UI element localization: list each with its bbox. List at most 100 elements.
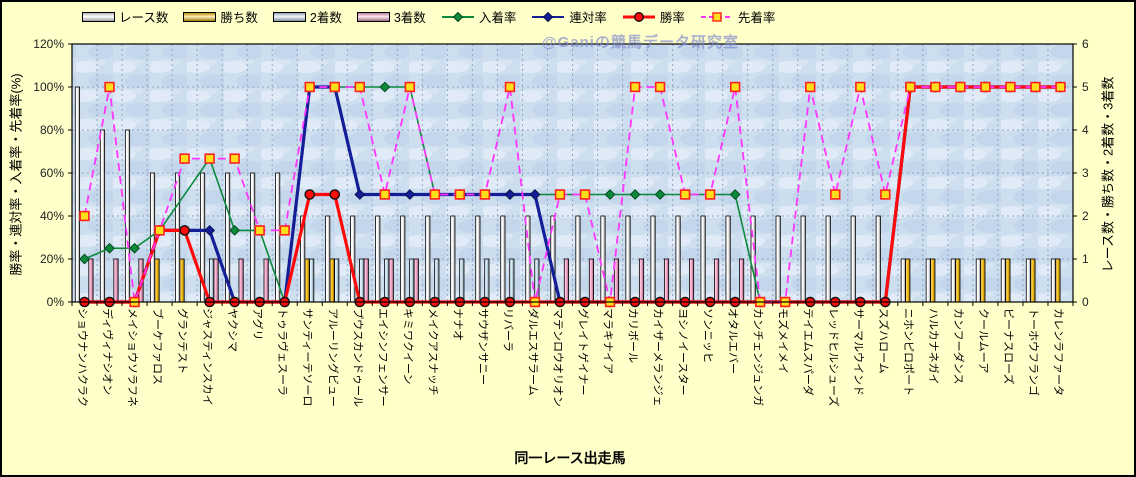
marker-square [830, 189, 841, 200]
marker-square [454, 189, 466, 200]
x-axis-labels: ショウナンハクラク ディヴィナシオン メイショウソラフネ ブーケファロス グランテストジ… [76, 308, 1065, 407]
x-axis-label: マラキナイア [602, 308, 615, 374]
marker-square [229, 153, 240, 164]
x-axis-label: ダルエスサラーム [526, 308, 540, 396]
watermark-text: @Ganiの競馬データ研究室 [542, 34, 739, 51]
marker-square [204, 153, 215, 164]
legend-item-勝ち数: 勝ち数 [183, 7, 258, 26]
marker-square [629, 81, 641, 93]
marker-square [855, 81, 866, 93]
legend-swatch-bar [272, 11, 306, 22]
x-axis-label: ショウナンハクラク [76, 308, 89, 407]
x-axis-label: エイシンフェンサー [376, 308, 389, 407]
bar [509, 258, 515, 303]
bar [650, 215, 656, 303]
x-axis-label: カンチェンジュンガ [752, 308, 765, 406]
bar [388, 258, 394, 303]
left-axis-tick-label: 20% [40, 252, 64, 266]
axis-ticks: 0% 20% 40% 60% 80% 100% 120% 0 1 2 3 4 5 6 [33, 37, 1089, 309]
marker-square [354, 81, 365, 93]
bar [905, 258, 911, 303]
x-axis-label: ヤクシマ [226, 308, 239, 352]
bar [700, 215, 706, 303]
marker-square [554, 189, 566, 200]
marker-diamond [129, 242, 140, 254]
bar [975, 258, 981, 303]
bar [359, 258, 365, 303]
marker-diamond [729, 189, 741, 200]
x-axis-label: グランテスト [176, 308, 190, 374]
bar [1025, 258, 1031, 303]
x-axis-label: モズメイメイ [777, 308, 791, 374]
legend-swatch-line [700, 11, 733, 22]
x-axis-label: ハルカナネガイ [927, 308, 940, 385]
left-axis-tick-label: 120% [33, 37, 64, 51]
legend-label: 連対率 [569, 11, 607, 25]
bar [88, 258, 94, 303]
left-axis-title: 勝率・連対率・入着率・先着率(%) [8, 73, 24, 276]
legend-label: 勝ち数 [220, 11, 258, 25]
bar [739, 258, 745, 303]
bar [413, 258, 419, 303]
bar [99, 129, 106, 303]
bar [689, 258, 695, 303]
left-axis-tick-label: 80% [40, 123, 64, 137]
marker-square [729, 81, 741, 93]
marker-square [79, 210, 90, 222]
bar-series-2 [209, 258, 540, 303]
bar [213, 258, 219, 303]
bar [930, 258, 936, 303]
x-axis-label: メイクアスナッチ [426, 308, 439, 396]
marker-square [154, 225, 165, 236]
x-axis-label: サウザンサニー [476, 308, 489, 385]
bar [434, 258, 440, 303]
right-axis-tick-label: 5 [1082, 80, 1089, 94]
bar [113, 258, 119, 303]
bar [638, 258, 645, 303]
legend-label: 3着数 [393, 11, 426, 25]
right-axis-tick-label: 1 [1082, 252, 1089, 266]
x-axis-label: ソンニッヒ [702, 308, 715, 363]
marker-square [805, 81, 816, 93]
x-axis-label: ブーケファロス [151, 308, 165, 385]
bar [384, 258, 390, 303]
marker-diamond [229, 224, 241, 236]
x-axis-label: グレイトゲイナー [577, 308, 591, 396]
marker-square [279, 225, 290, 236]
marker-square [679, 189, 691, 200]
right-axis-title: レース数・勝ち数・2着数・3着数 [1100, 76, 1116, 273]
bar [1055, 258, 1061, 303]
marker-diamond [654, 189, 666, 200]
bar [980, 258, 986, 303]
marker-diamond [529, 189, 541, 200]
x-axis-label: サーマルウインド [852, 308, 865, 396]
bar [600, 215, 606, 303]
marker-square [930, 81, 941, 93]
bar [363, 258, 369, 303]
legend-item-連対率: 連対率 [531, 7, 607, 26]
bar [775, 215, 781, 303]
bar [484, 258, 490, 303]
bar [425, 215, 431, 303]
bar [375, 215, 381, 303]
marker-square [304, 81, 315, 93]
bar [304, 258, 310, 303]
marker-diamond [354, 189, 366, 200]
bar [588, 258, 595, 303]
bar [334, 258, 340, 303]
marker-square [955, 81, 966, 93]
x-axis-label: プウスカンドゥール [351, 308, 364, 407]
legend-swatch-line [441, 11, 474, 22]
bar [409, 258, 415, 303]
x-axis-label: アルーリングビュー [326, 308, 340, 407]
marker-square [404, 81, 416, 93]
bar [955, 258, 961, 303]
marker-square [905, 81, 916, 93]
left-axis-tick-label: 0% [47, 295, 65, 309]
legend-item-入着率: 入着率 [441, 7, 516, 26]
bar [500, 215, 506, 303]
bar [625, 215, 631, 303]
x-axis-label: トーホウフランゴ [1027, 308, 1041, 396]
marker-square [254, 225, 265, 236]
x-axis-label: サンティーテソーロ [301, 308, 314, 406]
